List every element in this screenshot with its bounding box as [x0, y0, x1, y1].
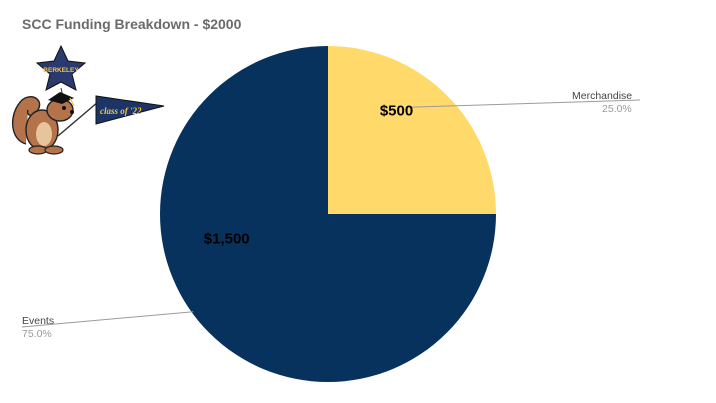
leader-line-merchandise [408, 99, 641, 108]
legend-percent-events: 75.0% [22, 328, 52, 340]
star-icon: BERKELEY [35, 44, 87, 91]
legend-label-merchandise: Merchandise [572, 90, 633, 102]
data-label-merchandise: $500 [380, 102, 413, 119]
squirrel-icon [12, 92, 75, 155]
pennant-text: class of '22 [100, 106, 142, 116]
pie-slice-merchandise [328, 46, 496, 214]
leader-line-events [21, 311, 194, 328]
star-text: BERKELEY [43, 67, 79, 74]
chart-title: SCC Funding Breakdown - $2000 [22, 16, 242, 32]
legend-percent-merchandise: 25.0% [602, 103, 632, 115]
pie-slice-events [160, 46, 496, 382]
squirrel-mascot: BERKELEY class of '22 [12, 44, 165, 155]
pennant-icon: class of '22 [57, 95, 165, 137]
data-label-events: $1,500 [204, 230, 250, 247]
legend-label-events: Events [22, 315, 55, 327]
